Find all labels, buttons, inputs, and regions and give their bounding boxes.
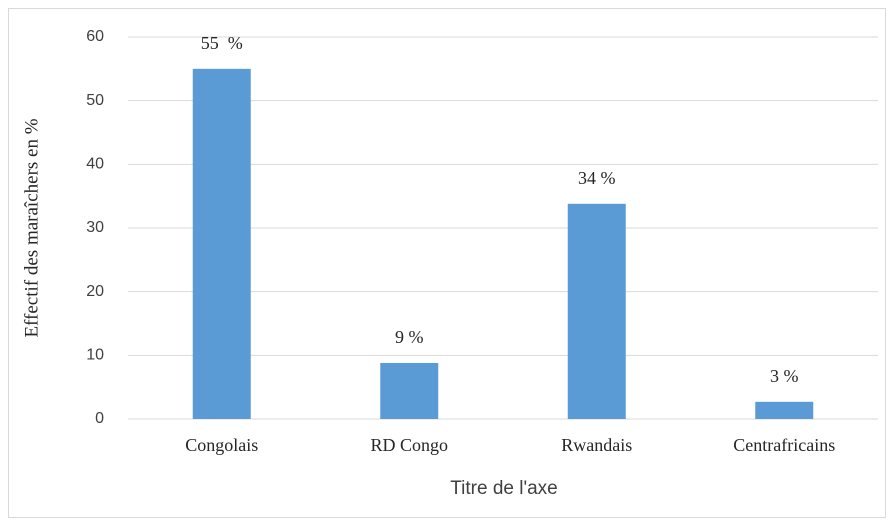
bar [380, 362, 439, 419]
x-tick-label: Congolais [185, 435, 258, 455]
data-label: 55 % [201, 33, 243, 53]
y-tick-label: 10 [86, 347, 104, 364]
bar [755, 401, 814, 419]
y-tick-label: 30 [86, 219, 104, 236]
data-label: 3 % [770, 366, 799, 386]
y-tick-label: 40 [86, 156, 104, 173]
x-axis-title: Titre de l'axe [450, 478, 557, 499]
chart-frame [8, 8, 886, 518]
x-tick-label: Centrafricains [733, 435, 835, 455]
y-tick-label: 60 [86, 28, 104, 45]
y-tick-label: 50 [86, 92, 104, 109]
x-tick-label: Rwandais [561, 435, 632, 455]
bar [567, 203, 626, 419]
data-label: 9 % [395, 327, 424, 347]
y-axis-title: Effectif des maraîchers en % [21, 118, 42, 337]
data-label: 34 % [578, 168, 616, 188]
y-tick-label: 0 [95, 410, 104, 427]
y-tick-label: 20 [86, 283, 104, 300]
bar [192, 68, 251, 419]
x-tick-label: RD Congo [370, 435, 448, 455]
